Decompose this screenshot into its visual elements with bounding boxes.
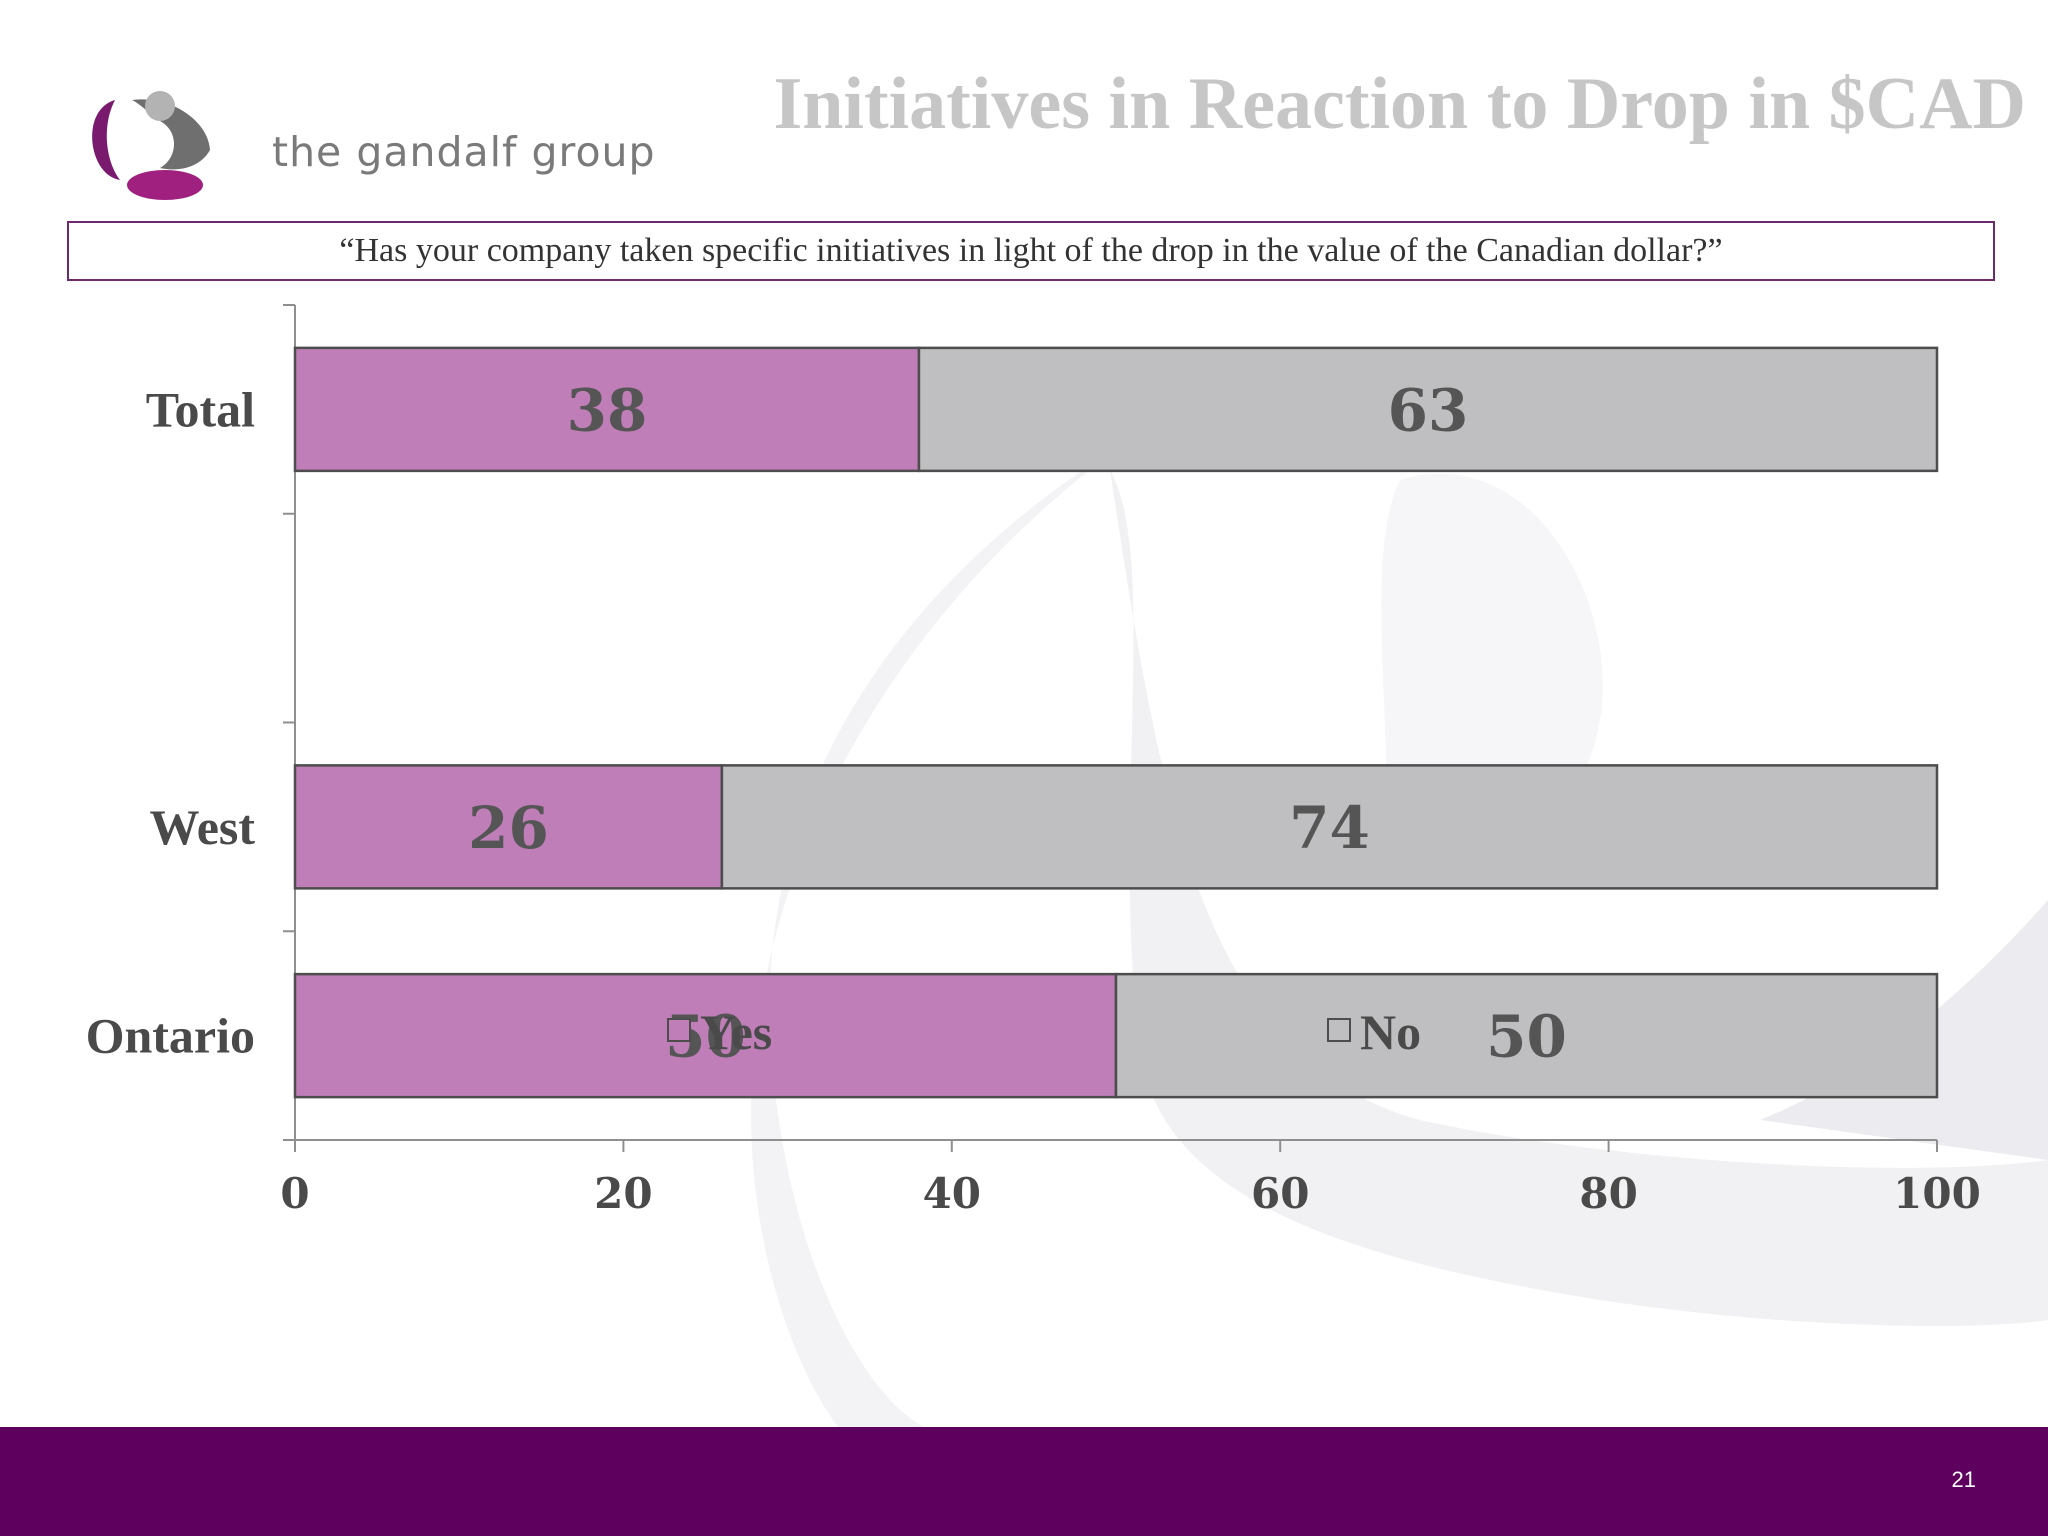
footer-bar: 21 bbox=[0, 1427, 2048, 1536]
category-label: West bbox=[149, 799, 255, 855]
bar-segment-yes bbox=[293, 764, 724, 890]
bar-segment-no bbox=[917, 346, 1939, 473]
value-label: 74 bbox=[1289, 794, 1370, 862]
x-tick-label: 80 bbox=[1579, 1169, 1637, 1218]
x-tick-label: 40 bbox=[923, 1169, 981, 1218]
x-tick-label: 100 bbox=[1893, 1169, 1981, 1218]
bar-segment-no bbox=[720, 764, 1939, 890]
legend-label-no: No bbox=[1360, 1004, 1421, 1060]
legend-swatch-yes bbox=[667, 1018, 691, 1042]
value-label: 63 bbox=[1388, 376, 1469, 444]
bar-segment-no bbox=[1114, 972, 1939, 1099]
x-tick-label: 60 bbox=[1251, 1169, 1309, 1218]
category-label: Ontario bbox=[86, 1008, 255, 1064]
x-tick-label: 20 bbox=[594, 1169, 652, 1218]
page-number: 21 bbox=[1951, 1467, 1976, 1492]
category-label: Total bbox=[146, 381, 255, 437]
legend-label-yes: Yes bbox=[700, 1004, 772, 1060]
value-label: 50 bbox=[1486, 1003, 1567, 1071]
logo-text: the gandalf group bbox=[272, 128, 656, 176]
x-tick-label: 0 bbox=[280, 1169, 309, 1218]
value-label: 38 bbox=[567, 376, 648, 444]
legend-swatch-no bbox=[1327, 1018, 1351, 1042]
question-box: “Has your company taken specific initiat… bbox=[67, 221, 1995, 281]
question-text: “Has your company taken specific initiat… bbox=[339, 232, 1723, 269]
page-title: Initiatives in Reaction to Drop in $CAD bbox=[773, 63, 2026, 145]
bar-segment-yes bbox=[293, 972, 1118, 1099]
gandalf-logo bbox=[92, 91, 210, 200]
value-label: 26 bbox=[468, 794, 549, 862]
